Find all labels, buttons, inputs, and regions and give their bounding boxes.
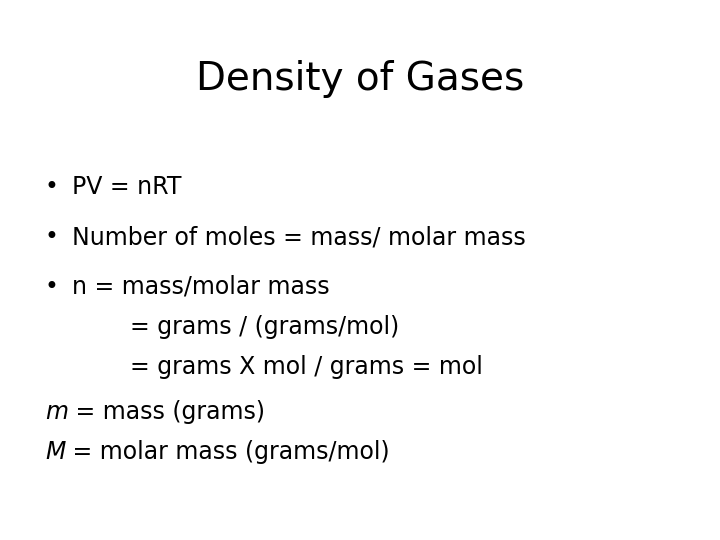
Text: PV = nRT: PV = nRT xyxy=(72,175,181,199)
Text: m: m xyxy=(45,400,68,424)
Text: •: • xyxy=(45,275,59,299)
Text: M: M xyxy=(45,440,66,464)
Text: = molar mass (grams/mol): = molar mass (grams/mol) xyxy=(66,440,390,464)
Text: = grams X mol / grams = mol: = grams X mol / grams = mol xyxy=(130,355,483,379)
Text: •: • xyxy=(45,175,59,199)
Text: = mass (grams): = mass (grams) xyxy=(68,400,265,424)
Text: n = mass/molar mass: n = mass/molar mass xyxy=(72,275,330,299)
Text: Density of Gases: Density of Gases xyxy=(196,60,524,98)
Text: •: • xyxy=(45,225,59,249)
Text: = grams / (grams/mol): = grams / (grams/mol) xyxy=(130,315,400,339)
Text: Number of moles = mass/ molar mass: Number of moles = mass/ molar mass xyxy=(72,225,526,249)
